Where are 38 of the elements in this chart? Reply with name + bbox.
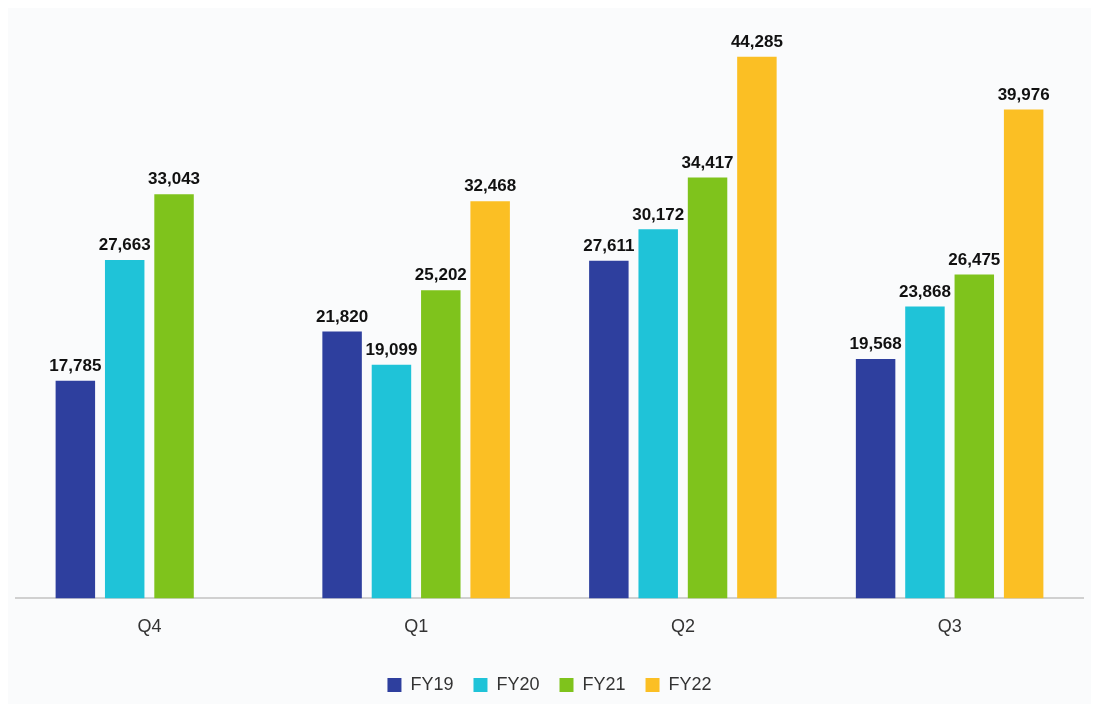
x-tick-label: Q3 [937,616,962,637]
data-label: 17,785 [49,356,102,376]
bar [421,290,461,599]
bar [371,364,412,599]
bar [470,201,510,599]
data-label: 30,172 [632,204,685,224]
data-label: 33,043 [148,169,201,189]
data-label: 19,568 [849,334,902,354]
data-label: 23,868 [898,281,951,301]
bar [55,380,96,599]
bar [589,260,629,599]
bar [855,359,896,599]
data-label: 27,611 [583,235,635,255]
data-label: 32,468 [464,176,517,196]
bar [954,274,995,599]
x-tick-label: Q1 [404,616,429,637]
bar [322,331,362,599]
legend-label: FY20 [496,673,540,694]
data-label: 19,099 [365,339,418,359]
x-tick-label: Q4 [137,616,162,637]
x-tick-label: Q2 [670,616,695,637]
legend-label: FY19 [410,673,454,694]
bar [638,229,678,599]
bar [687,177,728,599]
data-label: 39,976 [997,84,1050,104]
legend-label: FY21 [582,673,626,694]
bar [905,306,945,599]
data-label: 21,820 [316,306,369,326]
bar [1003,109,1044,599]
bar [737,56,777,599]
bar [104,260,145,599]
data-label: 27,663 [98,235,151,255]
data-label: 34,417 [681,152,734,172]
data-label: 25,202 [414,265,467,285]
bar [154,194,194,599]
data-label: 44,285 [730,31,783,51]
legend-label: FY22 [668,673,712,694]
data-label: 26,475 [948,249,1001,269]
